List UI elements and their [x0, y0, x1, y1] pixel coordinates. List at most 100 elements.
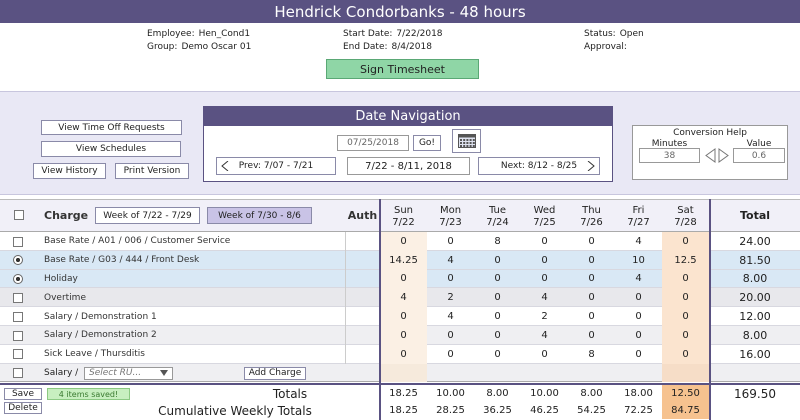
hours-cell[interactable]: 0 — [662, 344, 709, 364]
conversion-arrows — [704, 148, 730, 163]
side-button[interactable]: View History — [33, 163, 106, 179]
hours-cell[interactable]: 0 — [541, 273, 548, 285]
hours-cell[interactable]: 0 — [541, 254, 548, 266]
hours-cell[interactable]: 0 — [494, 329, 501, 341]
charge-name: Base Rate / G03 / 444 / Front Desk — [44, 255, 200, 266]
week-button[interactable]: Week of 7/22 - 7/29 — [95, 207, 200, 224]
column-divider — [709, 199, 711, 420]
hours-cell[interactable]: 0 — [662, 307, 709, 326]
prev-button[interactable]: Prev: 7/07 - 7/21 — [216, 157, 336, 175]
new-charge-label: Salary / — [44, 367, 79, 378]
auth-cell — [345, 269, 380, 289]
info-label: Start Date: — [343, 28, 393, 39]
day-header: Sat — [677, 204, 694, 216]
sign-button[interactable]: Sign Timesheet — [326, 59, 479, 79]
hours-cell[interactable]: 0 — [588, 235, 595, 247]
row-checkbox[interactable] — [13, 368, 23, 379]
hours-cell[interactable]: 4 — [447, 254, 454, 266]
select-all[interactable] — [14, 210, 24, 220]
hours-cell[interactable]: 0 — [635, 348, 642, 360]
hours-cell[interactable]: 12.5 — [662, 250, 709, 270]
hours-cell[interactable]: 0 — [662, 232, 709, 251]
cumulative-cell: 72.25 — [624, 405, 653, 416]
hours-cell[interactable]: 0 — [494, 348, 501, 360]
charge-name: Base Rate / A01 / 006 / Customer Service — [44, 236, 231, 247]
hours-cell[interactable]: 4 — [635, 273, 642, 285]
hours-cell[interactable]: 0 — [380, 326, 427, 345]
auth-header: Auth — [347, 209, 378, 222]
hours-cell[interactable]: 0 — [380, 307, 427, 326]
hours-cell[interactable]: 4 — [447, 311, 454, 323]
date-header: 7/24 — [486, 216, 509, 228]
row-checkbox[interactable] — [13, 292, 23, 303]
hours-cell[interactable]: 14.25 — [380, 250, 427, 270]
value-input[interactable]: 0.6 — [733, 148, 785, 163]
hours-cell[interactable]: 0 — [494, 311, 501, 323]
hours-cell[interactable]: 0 — [494, 254, 501, 266]
delete-button[interactable]: Delete — [4, 402, 42, 414]
row-checkbox[interactable] — [13, 311, 23, 322]
hours-cell[interactable]: 0 — [662, 269, 709, 289]
side-button[interactable]: View Time Off Requests — [41, 120, 182, 135]
hours-cell[interactable]: 0 — [588, 311, 595, 323]
new-row-cell — [615, 364, 662, 383]
date-input[interactable]: 07/25/2018 — [337, 135, 409, 151]
auth-cell — [345, 344, 380, 364]
hours-cell[interactable]: 0 — [662, 288, 709, 308]
day-header: Thu — [582, 204, 601, 216]
hours-cell[interactable]: 4 — [380, 288, 427, 308]
row-radio[interactable] — [13, 255, 23, 266]
row-checkbox[interactable] — [13, 236, 23, 247]
total-cell: 10.00 — [530, 388, 559, 399]
hours-cell[interactable]: 8 — [494, 235, 501, 247]
week-button[interactable]: Week of 7/30 - 8/6 — [207, 207, 312, 224]
hours-cell[interactable]: 0 — [541, 348, 548, 360]
hours-cell[interactable]: 8 — [588, 348, 595, 360]
save-button[interactable]: Save — [4, 388, 42, 400]
side-button[interactable]: View Schedules — [41, 141, 181, 157]
calendar-button[interactable] — [452, 129, 481, 153]
add-charge-button[interactable]: Add Charge — [244, 366, 306, 380]
hours-cell[interactable]: 0 — [447, 348, 454, 360]
hours-cell[interactable]: 2 — [541, 311, 548, 323]
info-field: Start Date: 7/22/2018 — [343, 27, 533, 40]
hours-cell[interactable]: 0 — [447, 273, 454, 285]
minutes-input[interactable]: 38 — [639, 148, 700, 163]
hours-cell[interactable]: 10 — [632, 254, 645, 266]
hours-cell[interactable]: 0 — [380, 269, 427, 289]
hours-cell[interactable]: 4 — [541, 292, 548, 304]
next-button[interactable]: Next: 8/12 - 8/25 — [478, 157, 600, 175]
row-checkbox[interactable] — [13, 349, 23, 360]
hours-cell[interactable]: 0 — [588, 254, 595, 266]
hours-cell[interactable]: 0 — [635, 311, 642, 323]
row-total: 20.00 — [739, 291, 771, 305]
hours-cell[interactable]: 0 — [635, 292, 642, 304]
hours-cell[interactable]: 0 — [588, 292, 595, 304]
hours-cell[interactable]: 2 — [447, 292, 454, 304]
go-button[interactable]: Go! — [413, 135, 441, 151]
prev-label: Prev: 7/07 - 7/21 — [238, 161, 314, 171]
day-header: Tue — [488, 204, 507, 216]
value-label: Value — [746, 138, 772, 149]
hours-cell[interactable]: 0 — [447, 235, 454, 247]
prev-arrow — [221, 161, 229, 171]
hours-cell[interactable]: 0 — [494, 273, 501, 285]
hours-cell[interactable]: 4 — [541, 329, 548, 341]
hours-cell[interactable]: 0 — [635, 329, 642, 341]
ru-select[interactable]: Select RU... — [84, 366, 173, 380]
hours-cell[interactable]: 4 — [635, 235, 642, 247]
hours-cell[interactable]: 0 — [588, 329, 595, 341]
next-label: Next: 8/12 - 8/25 — [500, 161, 578, 171]
side-button[interactable]: Print Version — [115, 163, 189, 179]
day-header: Mon — [439, 204, 462, 216]
cumulative-cell: 18.25 — [389, 405, 418, 416]
row-checkbox[interactable] — [13, 330, 23, 341]
hours-cell[interactable]: 0 — [494, 292, 501, 304]
hours-cell[interactable]: 0 — [447, 329, 454, 341]
hours-cell[interactable]: 0 — [380, 344, 427, 364]
hours-cell[interactable]: 0 — [541, 235, 548, 247]
hours-cell[interactable]: 0 — [380, 232, 427, 251]
row-radio[interactable] — [13, 274, 23, 285]
hours-cell[interactable]: 0 — [662, 326, 709, 345]
hours-cell[interactable]: 0 — [588, 273, 595, 285]
